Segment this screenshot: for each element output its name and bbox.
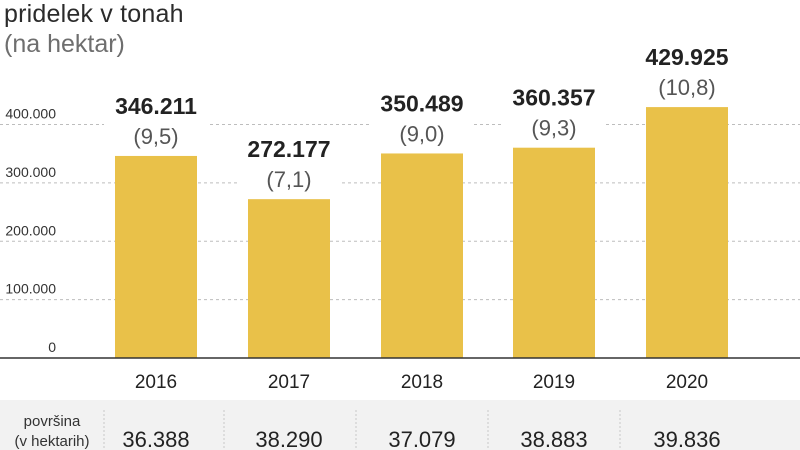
area-strip (0, 400, 800, 450)
x-tick-label: 2016 (135, 372, 177, 393)
label-backing (370, 85, 474, 150)
y-tick-label: 400.000 (5, 106, 56, 122)
area-value: 38.883 (520, 427, 587, 450)
chart-subtitle: (na hektar) (4, 30, 125, 58)
bar-value-label: 360.357 (512, 85, 595, 111)
bar (115, 155, 197, 358)
bar-per-hectare-label: (10,8) (658, 75, 715, 100)
label-backing (635, 39, 739, 104)
area-value: 37.079 (388, 427, 455, 450)
x-tick-label: 2019 (533, 372, 575, 393)
bar-per-hectare-label: (7,1) (266, 167, 311, 192)
area-label-line2: (v hektarih) (14, 433, 89, 450)
bar-per-hectare-label: (9,0) (399, 121, 444, 146)
x-tick-label: 2017 (268, 372, 310, 393)
label-backing (237, 131, 341, 196)
bar-value-label: 350.489 (380, 90, 463, 116)
y-tick-label: 300.000 (5, 164, 56, 180)
bar-value-label: 429.925 (645, 44, 728, 70)
y-tick-label: 100.000 (5, 281, 56, 297)
bar (248, 199, 330, 358)
y-tick-label: 200.000 (5, 222, 56, 238)
label-backing (502, 79, 606, 144)
bar (381, 153, 463, 358)
area-value: 39.836 (653, 427, 720, 450)
bar-per-hectare-label: (9,5) (133, 124, 178, 149)
bar (646, 107, 728, 359)
y-tick-label: 0 (48, 339, 56, 355)
chart-title: pridelek v tonah (4, 0, 184, 28)
area-value: 36.388 (122, 427, 189, 450)
x-tick-label: 2018 (401, 372, 443, 393)
bar-value-label: 272.177 (247, 136, 330, 162)
area-label-line1: površina (24, 413, 81, 430)
bar (513, 147, 595, 358)
label-backing (104, 87, 208, 152)
bar-per-hectare-label: (9,3) (531, 116, 576, 141)
x-tick-label: 2020 (666, 372, 708, 393)
bar-value-label: 346.211 (115, 93, 197, 119)
area-value: 38.290 (255, 427, 322, 450)
